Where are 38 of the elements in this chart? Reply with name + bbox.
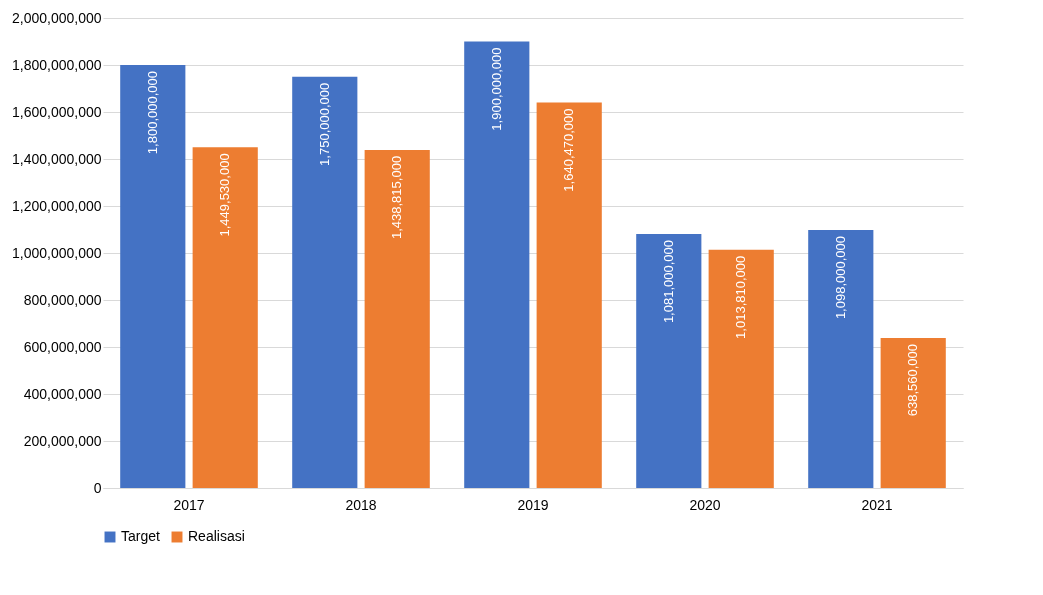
legend-label: Realisasi	[188, 528, 245, 544]
bar	[880, 337, 946, 488]
data-label: 1,900,000,000	[488, 47, 504, 131]
bar	[464, 41, 530, 488]
y-tick-label: 600,000,000	[23, 338, 102, 355]
y-tick-label: 1,000,000,000	[11, 244, 102, 261]
bar	[364, 149, 430, 488]
y-tick-label: 0	[93, 479, 102, 496]
x-tick-label: 2021	[861, 496, 893, 513]
y-tick-label: 200,000,000	[23, 432, 102, 449]
bar	[708, 249, 774, 488]
data-label: 1,438,815,000	[389, 155, 405, 240]
y-tick-label: 1,800,000,000	[11, 56, 102, 73]
bar	[292, 76, 358, 488]
x-tick-label: 2020	[689, 496, 721, 513]
y-tick-label: 400,000,000	[23, 385, 102, 402]
y-tick-label: 800,000,000	[23, 291, 102, 308]
bar	[808, 229, 874, 488]
data-label: 1,750,000,000	[316, 82, 332, 166]
y-tick-label: 1,400,000,000	[11, 150, 102, 167]
x-tick-label: 2017	[173, 496, 205, 513]
x-tick-label: 2018	[345, 496, 377, 513]
data-label: 1,640,470,000	[561, 108, 577, 192]
legend-label: Target	[121, 528, 161, 544]
bar	[536, 102, 602, 488]
y-tick-label: 1,600,000,000	[11, 103, 102, 120]
bar	[192, 147, 258, 488]
bar	[636, 233, 702, 488]
data-label: 1,098,000,000	[832, 235, 848, 320]
bar	[120, 65, 186, 488]
data-label: 1,449,530,000	[217, 153, 233, 237]
data-label: 638,560,000	[905, 343, 921, 417]
x-tick-label: 2019	[517, 496, 549, 513]
data-label: 1,800,000,000	[144, 71, 160, 155]
y-tick-label: 2,000,000,000	[11, 9, 102, 26]
data-label: 1,013,810,000	[733, 255, 749, 339]
data-label: 1,081,000,000	[660, 239, 676, 324]
y-tick-label: 1,200,000,000	[11, 197, 102, 214]
